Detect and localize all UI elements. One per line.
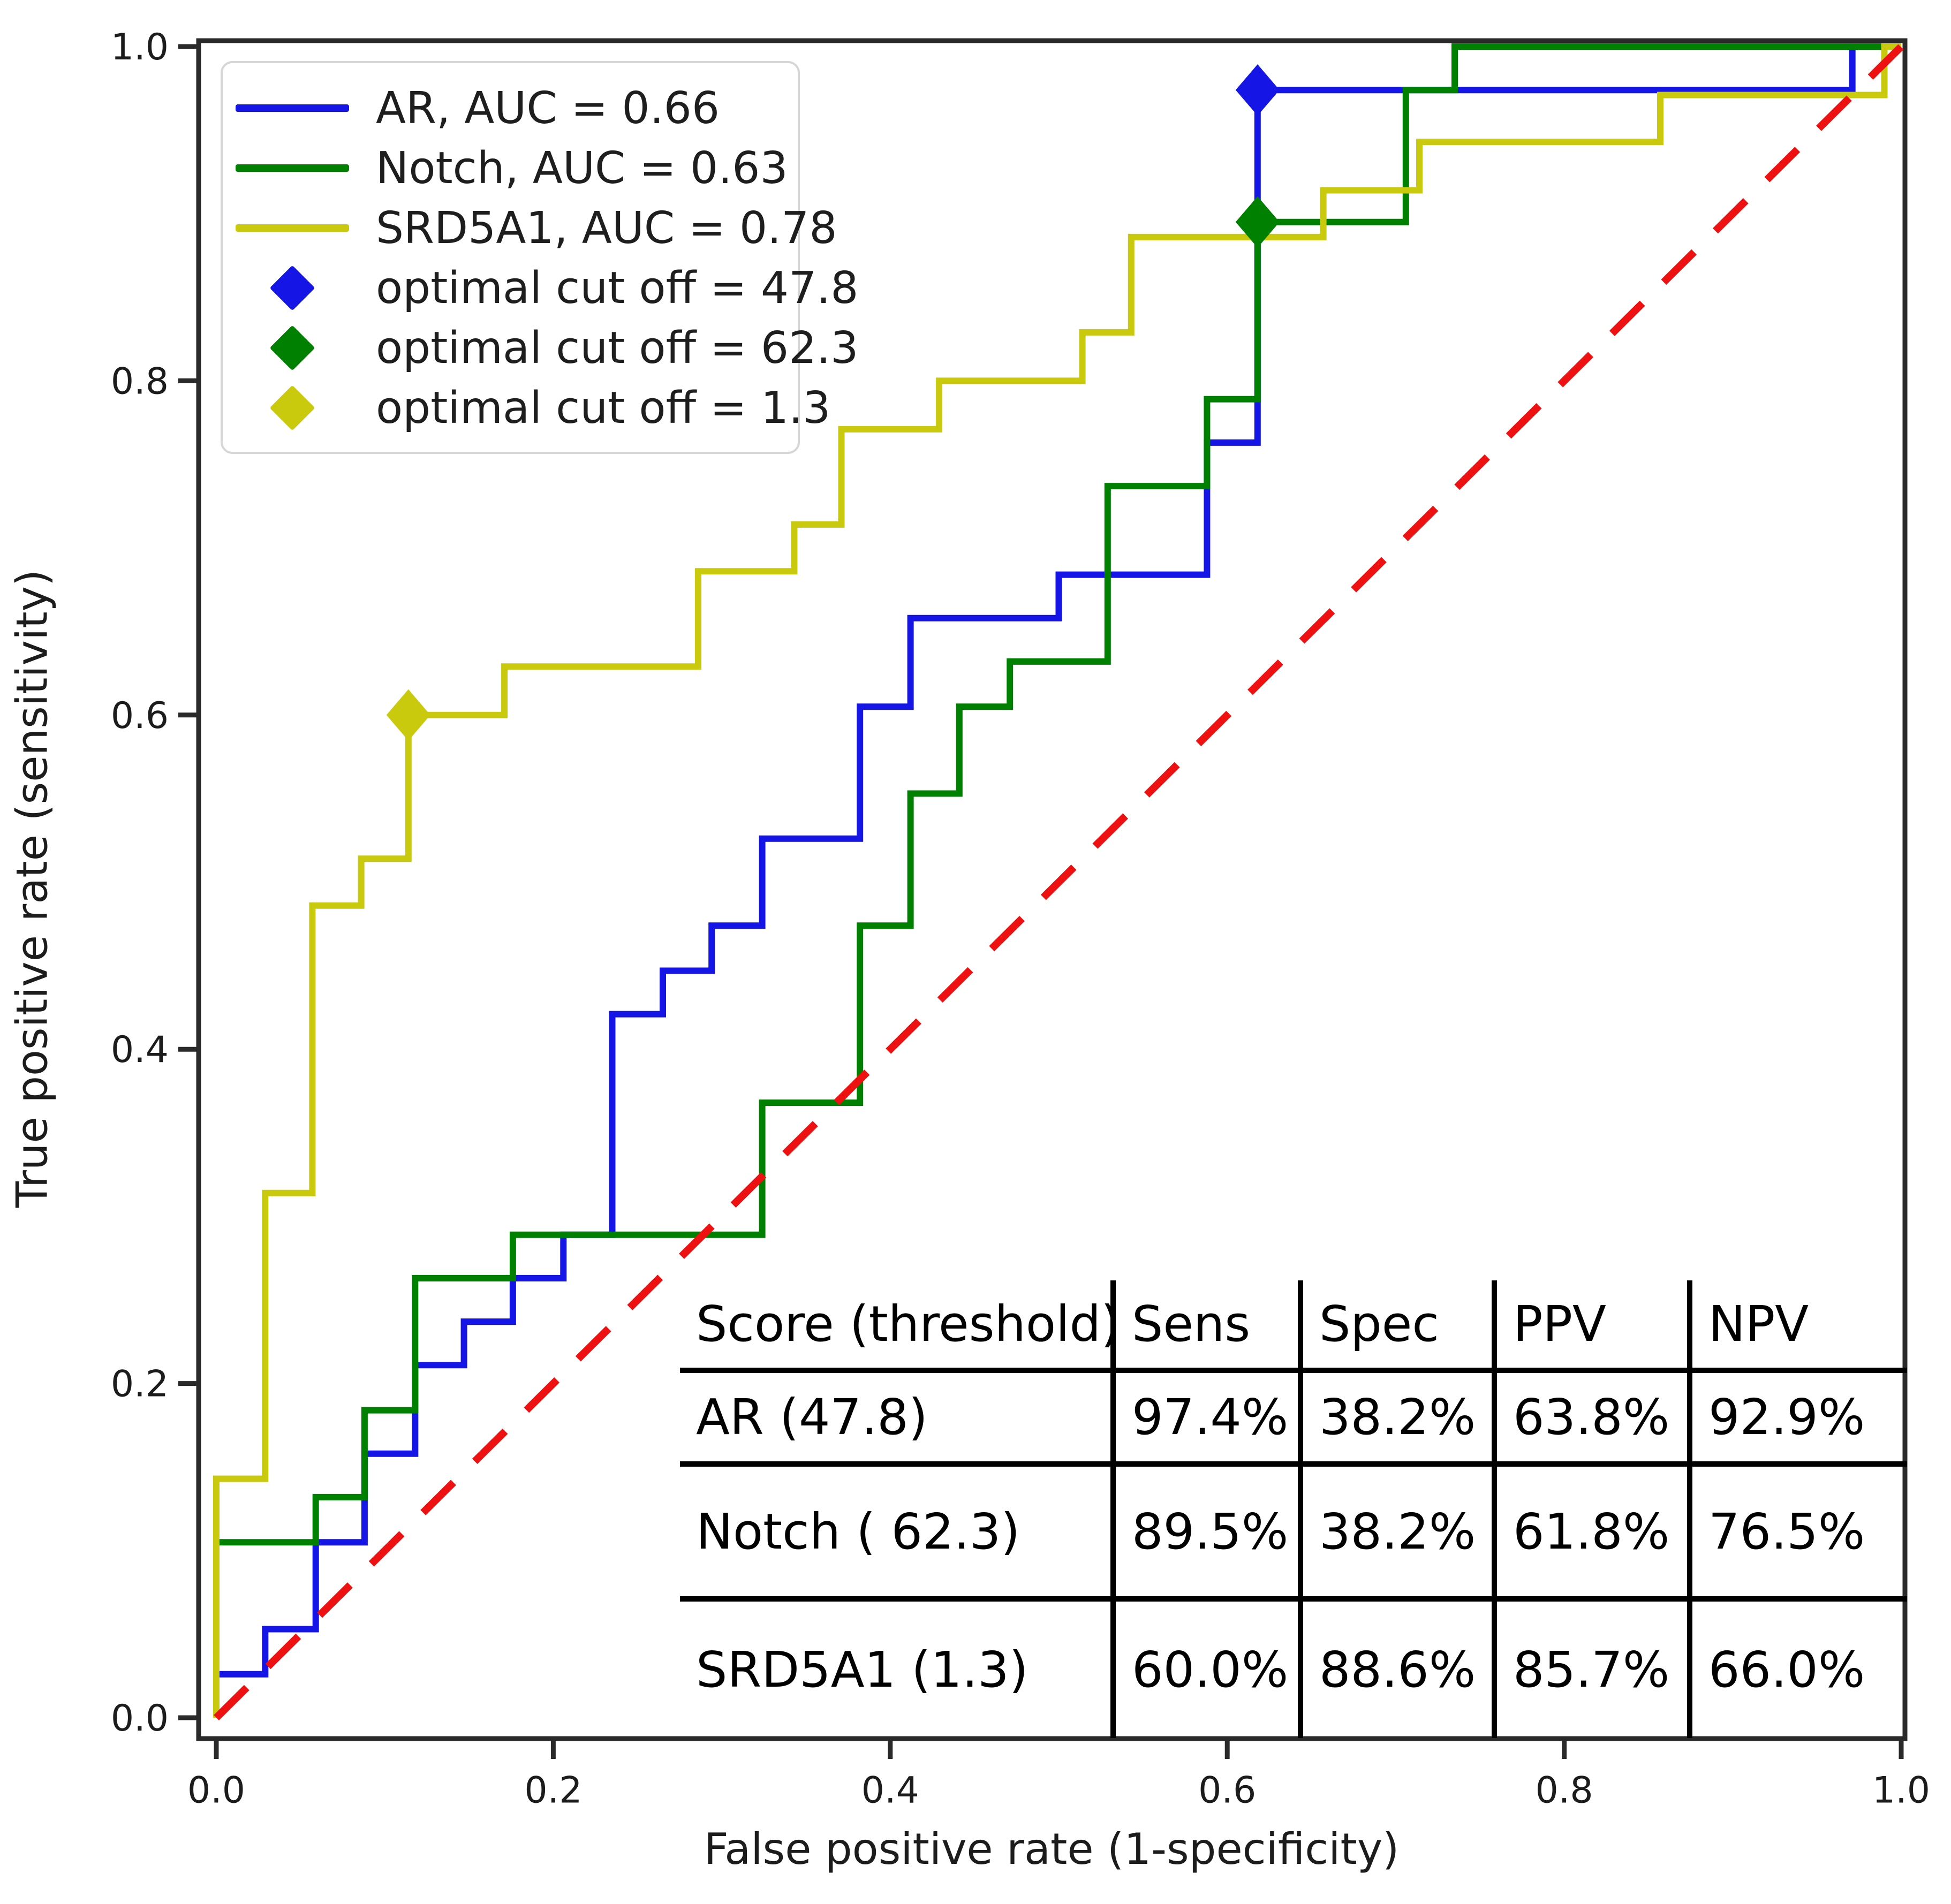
table-row: Notch ( 62.3) 89.5% 38.2% 61.8% 76.5% bbox=[680, 1467, 1907, 1602]
y-tick-label: 0.0 bbox=[111, 1697, 169, 1740]
y-tick-label: 0.6 bbox=[111, 695, 169, 737]
legend-item-notch-cutoff: optimal cut off = 62.3 bbox=[223, 318, 858, 378]
table-header-cell: Score (threshold) bbox=[680, 1280, 1120, 1373]
line-swatch bbox=[236, 104, 349, 112]
table-cell: Notch ( 62.3) bbox=[680, 1467, 1110, 1602]
table-cell: 38.2% bbox=[1298, 1467, 1492, 1602]
table-cell: AR (47.8) bbox=[680, 1373, 1110, 1467]
table-cell: 89.5% bbox=[1110, 1467, 1298, 1602]
legend-label: optimal cut off = 1.3 bbox=[376, 382, 831, 434]
legend-label: Notch, AUC = 0.63 bbox=[376, 142, 788, 194]
legend-label: AR, AUC = 0.66 bbox=[376, 82, 720, 134]
table-cell: 66.0% bbox=[1687, 1602, 1907, 1738]
table-row: SRD5A1 (1.3) 60.0% 88.6% 85.7% 66.0% bbox=[680, 1602, 1907, 1738]
marker-ar-cutoff bbox=[1235, 64, 1280, 116]
table-cell: 38.2% bbox=[1298, 1373, 1492, 1467]
notch-line-swatch-icon bbox=[223, 164, 362, 172]
table-cell: 88.6% bbox=[1298, 1602, 1492, 1738]
diamond-swatch bbox=[269, 265, 315, 311]
legend: AR, AUC = 0.66 Notch, AUC = 0.63 SRD5A1, A… bbox=[221, 61, 858, 454]
legend-item-srd5a1: SRD5A1, AUC = 0.78 bbox=[223, 198, 837, 258]
srd5a1-line-swatch-icon bbox=[223, 224, 362, 232]
table-header-row: Score (threshold) Sens Spec PPV NPV bbox=[680, 1280, 1907, 1373]
marker-srd5a1-cutoff bbox=[386, 689, 430, 741]
table-header-cell: Sens bbox=[1110, 1280, 1298, 1373]
table-header-cell: Spec bbox=[1298, 1280, 1492, 1373]
x-tick-label: 0.2 bbox=[524, 1770, 582, 1812]
legend-label: optimal cut off = 47.8 bbox=[376, 262, 859, 314]
x-tick-label: 0.0 bbox=[187, 1770, 245, 1812]
notch-cutoff-diamond-icon bbox=[223, 325, 362, 371]
srd5a1-cutoff-diamond-icon bbox=[223, 385, 362, 431]
legend-item-ar: AR, AUC = 0.66 bbox=[223, 78, 798, 138]
x-tick-label: 0.8 bbox=[1536, 1770, 1593, 1812]
y-tick-label: 0.2 bbox=[111, 1363, 169, 1406]
table-cell: 97.4% bbox=[1110, 1373, 1298, 1467]
chance-diagonal bbox=[214, 44, 1904, 1720]
roc-curve-srd5a1 bbox=[213, 43, 1901, 1718]
table-cell: 61.8% bbox=[1492, 1467, 1687, 1602]
table-header-cell: NPV bbox=[1687, 1280, 1907, 1373]
diamond-swatch bbox=[269, 325, 315, 371]
legend-label: SRD5A1, AUC = 0.78 bbox=[376, 202, 837, 254]
ar-cutoff-diamond-icon bbox=[223, 265, 362, 311]
table-header-cell: PPV bbox=[1492, 1280, 1687, 1373]
line-swatch bbox=[236, 164, 349, 172]
roc-curve-notch bbox=[213, 43, 1901, 1718]
plot-frame bbox=[196, 38, 1908, 1741]
y-tick-label: 0.4 bbox=[111, 1029, 169, 1071]
table-cell: SRD5A1 (1.3) bbox=[696, 1641, 1029, 1698]
diamond-swatch bbox=[269, 385, 315, 431]
roc-curve-ar bbox=[213, 43, 1901, 1718]
table-cell: 76.5% bbox=[1687, 1467, 1907, 1602]
x-axis-title: False positive rate (1-specificity) bbox=[704, 1824, 1400, 1874]
legend-label: optimal cut off = 62.3 bbox=[376, 322, 859, 374]
legend-item-notch: Notch, AUC = 0.63 bbox=[223, 138, 798, 198]
x-tick-label: 0.6 bbox=[1198, 1770, 1256, 1812]
metrics-table: Score (threshold) Sens Spec PPV NPV AR (47.8)… bbox=[680, 1280, 1907, 1738]
x-tick-label: 1.0 bbox=[1872, 1770, 1930, 1812]
y-tick-label: 1.0 bbox=[111, 26, 169, 69]
y-tick-label: 0.8 bbox=[111, 360, 169, 403]
legend-item-srd5a1-cutoff: optimal cut off = 1.3 bbox=[223, 378, 830, 438]
legend-item-ar-cutoff: optimal cut off = 47.8 bbox=[223, 258, 858, 318]
table-cell: 92.9% bbox=[1687, 1373, 1907, 1467]
marker-notch-cutoff bbox=[1235, 196, 1280, 248]
table-cell: 85.7% bbox=[1492, 1602, 1687, 1738]
y-axis-title: True positive rate (sensitivity) bbox=[7, 569, 57, 1208]
x-tick-label: 0.4 bbox=[861, 1770, 919, 1812]
table-row: AR (47.8) 97.4% 38.2% 63.8% 92.9% bbox=[680, 1373, 1907, 1467]
line-swatch bbox=[236, 224, 349, 232]
table-cell: 60.0% bbox=[1110, 1602, 1298, 1738]
table-cell: 63.8% bbox=[1492, 1373, 1687, 1467]
ar-line-swatch-icon bbox=[223, 104, 362, 112]
